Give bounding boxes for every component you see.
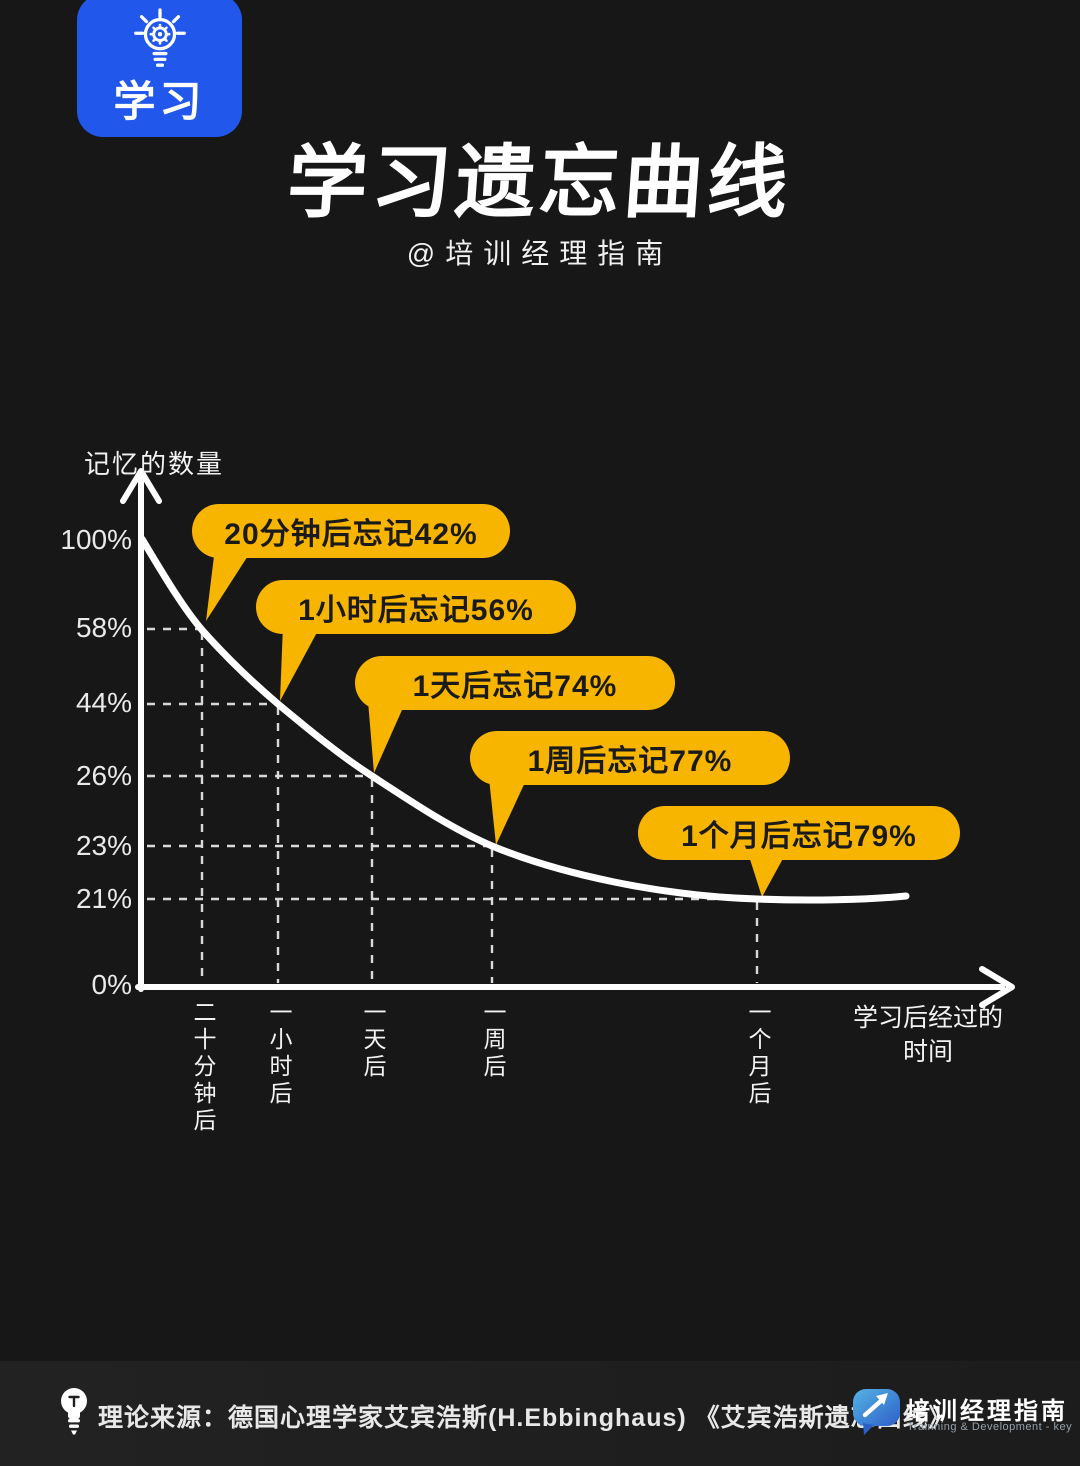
- xtick-1month: 一个月后: [745, 1000, 771, 1108]
- forgetting-curve-line: [138, 535, 910, 904]
- ytick-58: 58%: [75, 612, 132, 643]
- xtick-20min: 二十分钟后: [190, 1000, 216, 1135]
- footer-bar: [0, 1361, 1080, 1466]
- ytick-21: 21%: [75, 883, 132, 914]
- callout-1hour: 1小时后忘记56%: [256, 580, 576, 634]
- topic-badge: 学习: [77, 0, 242, 137]
- ytick-100: 100%: [60, 524, 132, 555]
- xtick-1hour: 一小时后: [266, 1000, 292, 1108]
- callout-20min: 20分钟后忘记42%: [192, 504, 510, 558]
- callout-1day: 1天后忘记74%: [355, 656, 675, 710]
- badge-label: 学习: [113, 78, 206, 125]
- ytick-26: 26%: [75, 760, 132, 791]
- xtick-1week: 一周后: [480, 1000, 506, 1081]
- x-axis-title: 学习后经过的 时间: [852, 1004, 1003, 1066]
- callout-1week: 1周后忘记77%: [470, 731, 790, 785]
- dashed-guides: [147, 627, 759, 983]
- brand-name: 培训经理指南: [906, 1398, 1068, 1425]
- brand-logo-icon: [853, 1389, 900, 1435]
- callout-1month: 1个月后忘记79%: [638, 806, 960, 860]
- ytick-0: 0%: [91, 969, 132, 1000]
- footer-lightbulb-icon: [61, 1388, 87, 1435]
- page-subtitle: @培训经理指南: [406, 238, 674, 269]
- ytick-23: 23%: [75, 830, 132, 861]
- footer-source-text: 理论来源：德国心理学家艾宾浩斯(H.Ebbinghaus) 《艾宾浩斯遗忘曲线》: [98, 1404, 955, 1432]
- x-axis: [135, 966, 1015, 1008]
- callout-tails: [206, 548, 786, 897]
- xtick-1day: 一天后: [360, 1000, 386, 1081]
- y-axis-title: 记忆的数量: [84, 449, 225, 479]
- brand-tagline: Trainning & Development - key: [907, 1421, 1073, 1433]
- lightbulb-gear-icon: [133, 8, 186, 67]
- ytick-44: 44%: [75, 687, 132, 718]
- y-axis: [120, 468, 162, 992]
